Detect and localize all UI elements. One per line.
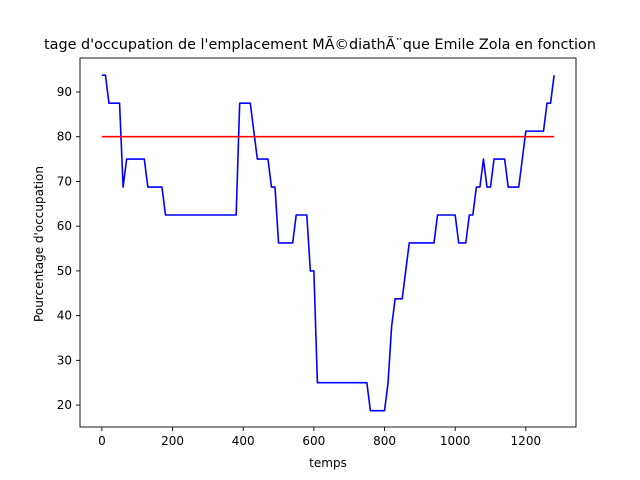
series-line-0 [101,74,555,412]
x-tick-label: 1200 [511,434,542,448]
y-tick-label: 50 [57,264,72,278]
y-axis-label: Pourcentage d'occupation [32,166,46,322]
y-tick-label: 80 [57,130,72,144]
chart-title: tage d'occupation de l'emplacement MÃ©di… [44,36,596,53]
plot-area [101,74,555,412]
plot-frame [79,57,577,428]
y-tick-label: 90 [57,85,72,99]
axes: 0 200 400 600 800 1000 1200 20 30 40 50 60 70 80 90 [57,57,577,448]
x-tick-label: 400 [232,434,255,448]
y-tick-label: 70 [57,174,72,188]
x-tick-label: 800 [373,434,396,448]
x-tick-label: 0 [98,434,106,448]
y-tick-label: 30 [57,353,72,367]
x-axis-label: temps [309,456,347,470]
y-tick-label: 40 [57,309,72,323]
y-tick-label: 60 [57,219,72,233]
x-tick-label: 200 [161,434,184,448]
x-tick-label: 600 [302,434,325,448]
x-tick-label: 1000 [440,434,471,448]
y-tick-label: 20 [57,398,72,412]
